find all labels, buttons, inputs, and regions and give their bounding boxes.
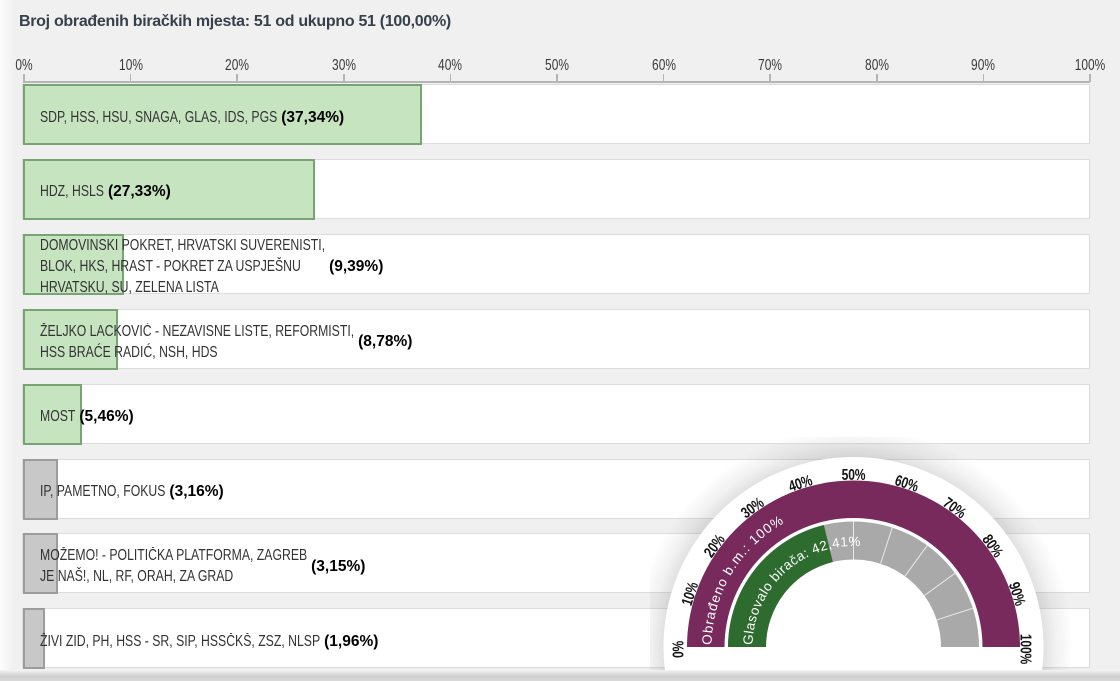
- svg-text:50%: 50%: [842, 466, 866, 484]
- svg-text:0%: 0%: [669, 641, 687, 658]
- svg-text:100%: 100%: [1017, 634, 1035, 664]
